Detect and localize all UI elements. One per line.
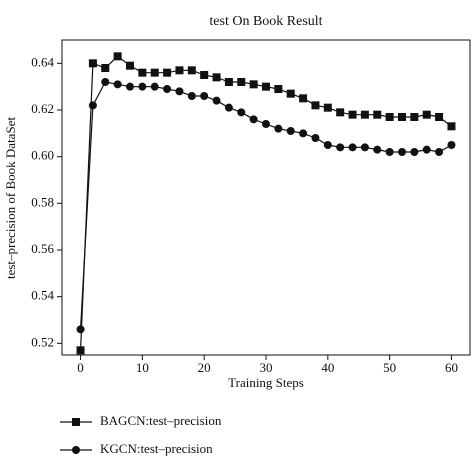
marker [262, 82, 270, 91]
y-axis-label: test–precision of Book DataSet [3, 117, 18, 279]
x-tick-label: 30 [260, 360, 273, 375]
legend-label: KGCN:test–precision [100, 441, 213, 456]
marker [299, 94, 308, 103]
marker [163, 85, 172, 93]
marker [286, 127, 295, 135]
marker [274, 124, 283, 133]
marker [175, 87, 184, 96]
y-tick-label: 0.62 [31, 101, 54, 116]
marker [237, 78, 246, 86]
x-axis-label: Training Steps [228, 375, 304, 390]
marker [336, 108, 345, 117]
marker [311, 101, 320, 110]
marker [385, 148, 394, 156]
marker [435, 148, 444, 156]
marker [101, 78, 110, 86]
marker [187, 66, 196, 75]
legend-label: BAGCN:test–precision [100, 413, 222, 428]
marker [274, 85, 283, 93]
marker [422, 145, 431, 154]
marker [76, 325, 85, 334]
marker [150, 68, 159, 77]
marker [113, 80, 122, 89]
marker [360, 110, 369, 119]
marker [311, 134, 320, 142]
x-tick-label: 60 [445, 360, 458, 375]
marker [224, 78, 233, 86]
chart-title: test On Book Result [209, 14, 322, 29]
marker [175, 66, 184, 75]
x-tick-label: 10 [136, 360, 149, 375]
marker [200, 92, 209, 100]
series-line [79, 55, 452, 351]
x-tick-label: 40 [321, 360, 334, 375]
y-tick-label: 0.64 [31, 54, 54, 69]
marker [398, 148, 406, 156]
marker [299, 129, 308, 138]
marker [113, 52, 122, 61]
y-tick-label: 0.60 [31, 148, 54, 163]
marker [262, 120, 270, 128]
x-tick-label: 50 [383, 360, 396, 375]
marker [88, 59, 97, 68]
marker [410, 113, 419, 121]
marker [138, 68, 147, 77]
marker [76, 346, 85, 355]
marker [323, 141, 332, 149]
legend-marker [72, 446, 80, 454]
marker [336, 143, 345, 152]
marker [249, 115, 258, 124]
marker [212, 96, 221, 105]
marker [410, 148, 419, 156]
marker [373, 145, 382, 154]
marker [447, 141, 456, 149]
marker [398, 113, 406, 121]
y-tick-label: 0.58 [31, 194, 54, 209]
x-tick-label: 0 [77, 360, 84, 375]
marker [286, 89, 295, 98]
marker [212, 73, 221, 82]
marker [150, 82, 159, 91]
marker [88, 101, 97, 110]
marker [447, 122, 456, 131]
x-tick-label: 20 [198, 360, 211, 375]
marker [237, 108, 246, 117]
marker [373, 110, 382, 119]
marker [249, 80, 258, 89]
marker [126, 82, 134, 91]
marker [323, 103, 332, 112]
marker [138, 82, 147, 91]
marker [101, 64, 110, 72]
marker [422, 110, 431, 119]
y-tick-label: 0.52 [31, 334, 54, 349]
marker [435, 113, 444, 121]
y-tick-label: 0.56 [31, 241, 54, 256]
y-tick-label: 0.54 [31, 288, 54, 303]
marker [360, 143, 369, 152]
marker [200, 71, 209, 79]
marker [126, 61, 134, 70]
marker [348, 143, 357, 152]
marker [224, 103, 233, 112]
marker [163, 68, 172, 77]
marker [385, 113, 394, 121]
legend-marker [72, 418, 80, 426]
marker [348, 110, 357, 119]
series-line [79, 81, 452, 330]
marker [187, 92, 196, 100]
